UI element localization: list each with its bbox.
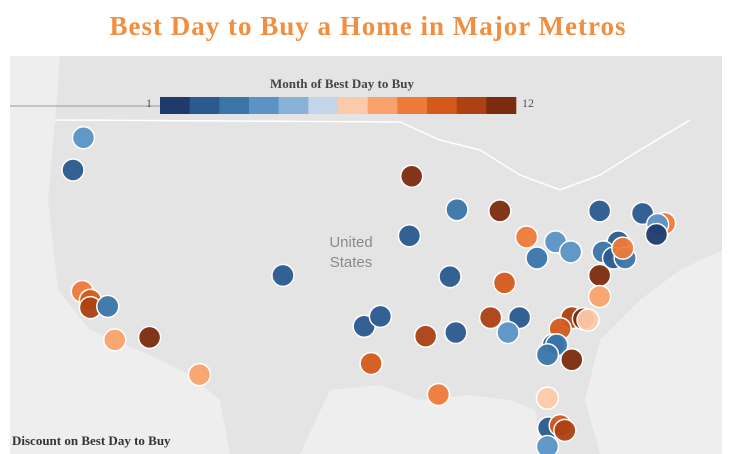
metro-bubble	[496, 320, 520, 345]
metro-bubble	[187, 362, 212, 387]
metro-bubble	[445, 197, 469, 222]
metro-bubble	[535, 434, 560, 454]
metro-bubble	[399, 164, 424, 188]
metro-bubble	[587, 263, 612, 288]
metro-bubble	[137, 325, 162, 350]
metro-bubble	[438, 264, 462, 289]
metro-bubble	[96, 294, 120, 319]
metro-bubble	[103, 328, 127, 352]
legend-swatch	[486, 97, 517, 114]
metro-bubble	[368, 304, 393, 329]
legend-swatch	[219, 97, 250, 114]
metro-bubble	[271, 263, 295, 288]
legend-swatch	[308, 97, 339, 114]
metro-bubble	[444, 320, 468, 345]
legend-swatch	[427, 97, 457, 114]
legend-swatches	[160, 97, 517, 114]
metro-bubble	[560, 347, 584, 372]
metro-bubble	[611, 236, 635, 260]
legend-swatch	[189, 97, 220, 114]
metro-bubble	[426, 382, 451, 407]
metro-bubble	[61, 158, 85, 182]
ocean	[10, 56, 230, 454]
bubbles	[61, 126, 677, 454]
country-label: United	[329, 234, 372, 251]
metro-bubble	[525, 246, 549, 270]
metro-bubble	[492, 271, 517, 295]
metro-bubble	[553, 418, 577, 443]
metro-bubble	[359, 351, 383, 376]
metro-bubble	[558, 240, 583, 264]
metro-bubble	[644, 222, 669, 247]
metro-bubble	[71, 126, 96, 150]
legend-max: 12	[522, 96, 534, 110]
gulf	[300, 385, 545, 454]
legend-swatch	[249, 97, 279, 114]
legend-swatch	[338, 97, 368, 114]
legend-swatch	[397, 97, 428, 114]
border-line	[54, 119, 691, 191]
legend-swatch	[367, 97, 398, 114]
atlantic	[585, 250, 722, 454]
country-label: States	[330, 254, 373, 271]
legend-swatch	[456, 97, 487, 114]
metro-bubble	[535, 386, 560, 410]
metro-bubble	[397, 223, 422, 248]
metro-bubble	[514, 225, 539, 249]
metro-bubble	[535, 343, 560, 367]
legend-title: Month of Best Day to Buy	[270, 76, 415, 91]
metro-bubble	[488, 199, 512, 223]
metro-bubble	[478, 305, 503, 330]
legend-swatch	[278, 97, 309, 114]
metro-bubble	[413, 324, 438, 348]
size-legend-title: Discount on Best Day to Buy	[12, 433, 171, 448]
metro-bubble	[576, 308, 600, 332]
title: Best Day to Buy a Home in Major Metros	[110, 11, 627, 41]
metro-bubble	[587, 199, 612, 223]
legend-swatch	[160, 97, 190, 114]
legend-min: 1	[146, 96, 152, 110]
metro-bubble	[587, 284, 612, 309]
